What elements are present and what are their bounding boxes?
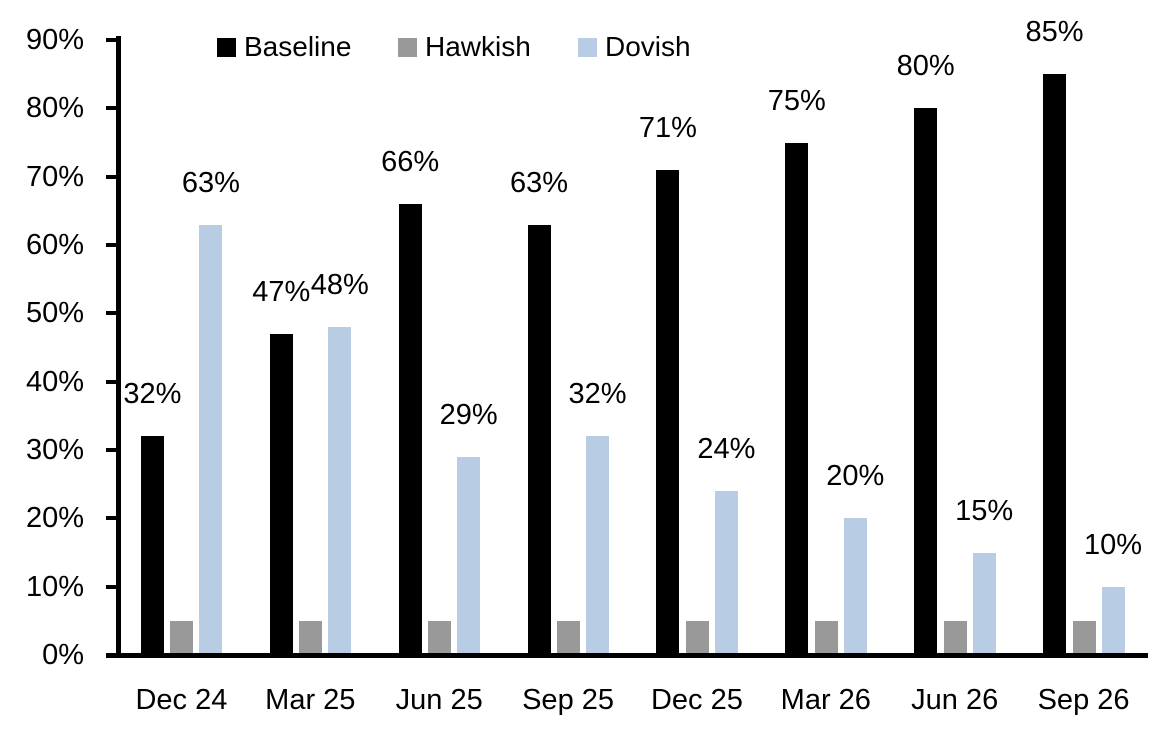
- bar-dovish: [457, 456, 481, 655]
- bar-baseline: [140, 436, 164, 655]
- bar-hawkish: [814, 620, 838, 655]
- bar-label: 80%: [896, 50, 955, 83]
- y-axis-tick-label: 20%: [25, 502, 84, 535]
- y-axis-tick-label: 40%: [25, 365, 84, 398]
- y-axis-tick-mark: [106, 516, 117, 521]
- x-axis-label: Sep 25: [522, 684, 615, 716]
- legend-label: Baseline: [244, 31, 352, 62]
- y-axis-tick-label: 0%: [42, 639, 84, 671]
- x-axis-line: [106, 653, 1148, 658]
- y-axis-tick-label: 50%: [25, 297, 84, 330]
- bar-label: 63%: [510, 166, 569, 199]
- x-axis-label: Mar 25: [265, 684, 356, 716]
- y-axis-tick-label: 10%: [25, 570, 84, 603]
- x-axis-label: Mar 26: [780, 684, 871, 716]
- bar-hawkish: [170, 620, 194, 655]
- bar-label: 10%: [1084, 528, 1143, 561]
- y-axis-tick-mark: [106, 311, 117, 316]
- bar-hawkish: [428, 620, 452, 655]
- bar-label: 85%: [1025, 16, 1084, 49]
- x-axis-label: Sep 26: [1037, 684, 1130, 716]
- bar-label: 32%: [123, 378, 182, 411]
- bar-hawkish: [557, 620, 581, 655]
- bar-dovish: [972, 552, 996, 655]
- y-axis-tick-mark: [106, 448, 117, 452]
- bar-baseline: [269, 333, 293, 655]
- x-axis-label: Dec 24: [135, 684, 228, 716]
- legend-item-baseline: Baseline: [217, 32, 351, 62]
- bar-dovish: [843, 518, 867, 655]
- bar-label: 20%: [826, 460, 885, 493]
- y-axis-tick-label: 30%: [25, 434, 84, 466]
- bar-hawkish: [685, 620, 709, 655]
- bar-baseline: [656, 169, 680, 655]
- bar-baseline: [785, 142, 809, 655]
- bar-label: 29%: [439, 398, 498, 431]
- y-axis-tick-label: 90%: [25, 24, 84, 56]
- x-axis-label: Jun 25: [395, 684, 483, 716]
- bar-hawkish: [943, 620, 967, 655]
- y-axis-tick-mark: [106, 38, 117, 42]
- bar-label: 71%: [638, 111, 697, 144]
- bar-baseline: [914, 108, 938, 655]
- x-axis-label: Jun 26: [911, 684, 999, 716]
- legend-swatch-icon: [217, 37, 236, 57]
- bar-dovish: [586, 436, 610, 655]
- bar-baseline: [1043, 74, 1067, 655]
- bar-hawkish: [1072, 620, 1096, 655]
- y-axis-tick-label: 60%: [25, 229, 84, 261]
- bar-label: 32%: [568, 378, 627, 411]
- y-axis-tick-mark: [106, 379, 117, 384]
- legend-swatch-icon: [398, 37, 417, 57]
- legend-item-dovish: Dovish: [578, 32, 691, 62]
- legend-label: Dovish: [605, 31, 691, 62]
- bar-dovish: [714, 491, 738, 655]
- legend-item-hawkish: Hawkish: [398, 32, 531, 62]
- y-axis-tick-label: 70%: [25, 160, 84, 193]
- legend-swatch-icon: [578, 37, 597, 57]
- bar-label: 24%: [697, 433, 756, 465]
- bar-baseline: [398, 204, 422, 655]
- legend-label: Hawkish: [425, 31, 531, 62]
- y-axis-tick-mark: [106, 174, 117, 179]
- x-axis-label: Dec 25: [650, 684, 743, 716]
- bar-label: 66%: [381, 146, 440, 178]
- bar-label: 48%: [310, 269, 369, 301]
- y-axis-tick-mark: [106, 243, 117, 247]
- bar-hawkish: [299, 620, 323, 655]
- bar-label: 75%: [767, 84, 826, 117]
- y-axis-line: [116, 36, 121, 658]
- y-axis-tick-mark: [106, 584, 117, 589]
- bar-dovish: [199, 224, 223, 655]
- y-axis-tick-label: 80%: [25, 92, 84, 125]
- bar-baseline: [527, 224, 551, 655]
- bar-dovish: [328, 327, 352, 655]
- bar-label: 63%: [181, 166, 240, 199]
- bar-dovish: [1101, 586, 1125, 655]
- bar-label: 15%: [955, 494, 1014, 527]
- bar-label: 47%: [252, 275, 311, 308]
- y-axis-tick-mark: [106, 106, 117, 111]
